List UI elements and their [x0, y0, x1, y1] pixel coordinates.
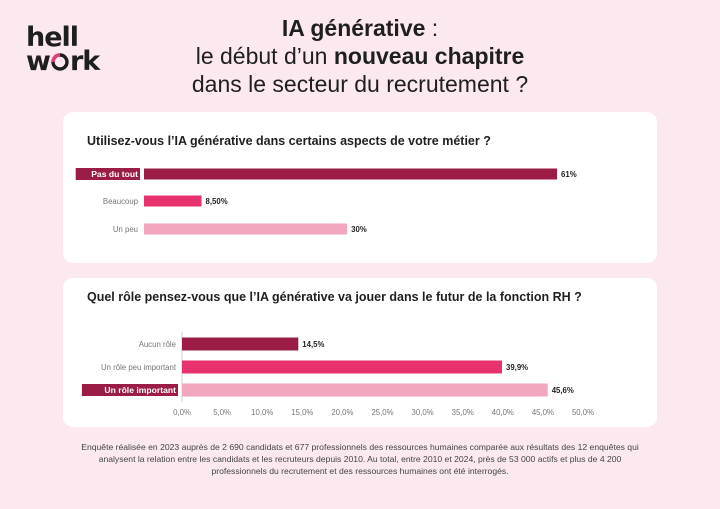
category-label: Un rôle peu important: [101, 363, 177, 372]
category-label: Aucun rôle: [139, 340, 176, 349]
logo-ring-icon: [51, 53, 69, 71]
title-line2-prefix: le début d’un: [195, 43, 334, 69]
bar: [182, 360, 502, 374]
x-tick-label: 10,0%: [251, 408, 273, 417]
title-bold: IA générative: [281, 15, 426, 41]
bar: [182, 337, 299, 351]
bar: [144, 168, 558, 180]
x-tick-label: 0,0%: [173, 408, 191, 417]
footnote: Enquête réalisée en 2023 auprès de 2 690…: [81, 442, 639, 476]
category-highlight: [75, 168, 140, 180]
logo-rk: rk: [69, 46, 100, 77]
data-label: 14,5%: [302, 340, 324, 349]
category-label: Un rôle important: [104, 385, 176, 395]
logo-line-1: hell: [26, 22, 79, 53]
bar: [144, 195, 202, 207]
hellowork-logo: hell w rk: [26, 24, 136, 78]
category-label: Un peu: [113, 225, 138, 234]
data-label: 39,9%: [506, 363, 528, 372]
data-label: 61%: [561, 170, 577, 179]
bar: [182, 383, 548, 397]
chart-question-role: Quel rôle pensez-vous que l’IA générativ…: [87, 290, 582, 304]
logo-line-2: w rk: [26, 46, 100, 77]
page-title: IA générative : le début d’un nouveau ch…: [140, 14, 580, 98]
x-tick-label: 30,0%: [412, 408, 434, 417]
category-highlight: [81, 384, 178, 396]
x-tick-label: 50,0%: [572, 408, 594, 417]
x-tick-label: 20,0%: [331, 408, 353, 417]
x-tick-label: 15,0%: [291, 408, 313, 417]
x-tick-label: 35,0%: [452, 408, 474, 417]
x-tick-label: 25,0%: [371, 408, 393, 417]
x-tick-label: 5,0%: [213, 408, 231, 417]
title-line3: dans le secteur du recrutement ?: [191, 71, 529, 97]
category-label: Pas du tout: [91, 169, 138, 179]
title-colon: :: [425, 15, 439, 41]
data-label: 45,6%: [552, 386, 574, 395]
title-line2-bold: nouveau chapitre: [333, 43, 525, 69]
x-tick-label: 45,0%: [532, 408, 554, 417]
chart-card-usage: Utilisez-vous l’IA générative dans certa…: [63, 112, 657, 263]
bar: [144, 223, 348, 235]
category-label: Beaucoup: [103, 197, 139, 206]
chart-usage: Pas du tout 61% Beaucoup 8,50% Un peu 30%: [75, 168, 577, 235]
logo-w: w: [26, 46, 51, 77]
data-label: 8,50%: [206, 197, 228, 206]
chart-question-usage: Utilisez-vous l’IA générative dans certa…: [87, 134, 491, 148]
data-label: 30%: [351, 225, 367, 234]
chart-card-role: Quel rôle pensez-vous que l’IA générativ…: [63, 278, 657, 427]
x-tick-label: 40,0%: [492, 408, 514, 417]
chart-role: Aucun rôle 14,5% Un rôle peu important 39,9…: [81, 332, 594, 417]
